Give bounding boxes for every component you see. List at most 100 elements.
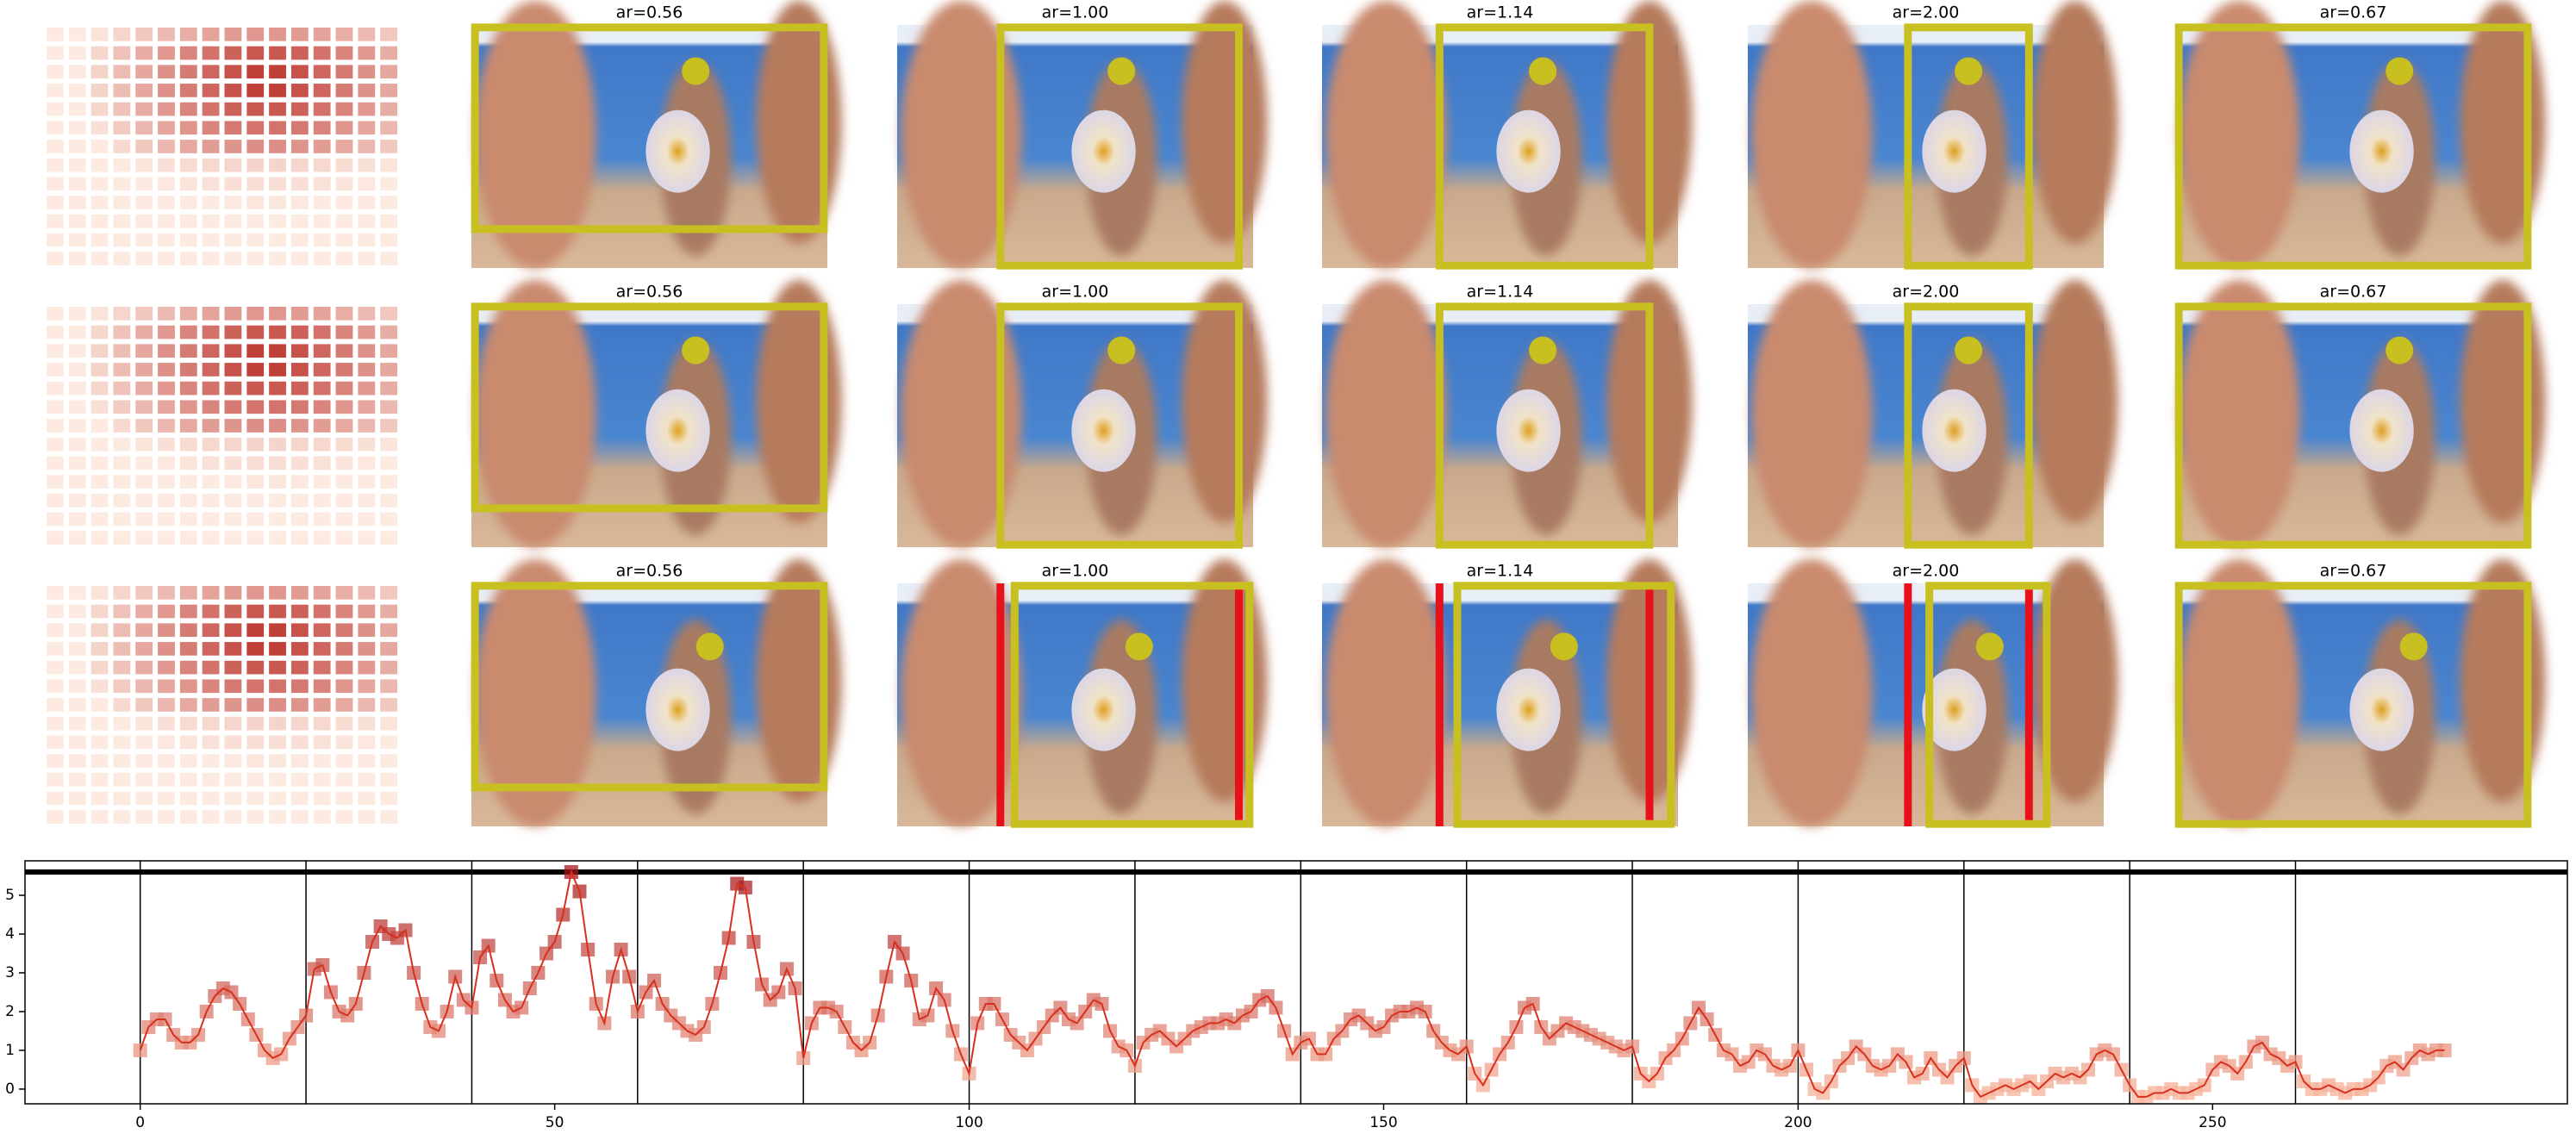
heat-cell — [158, 214, 175, 228]
photo-panel — [471, 0, 842, 268]
heat-cell — [224, 735, 242, 750]
heat-cell — [313, 196, 331, 209]
heat-cell — [335, 140, 353, 153]
panel-title: ar=1.14 — [1467, 562, 1534, 581]
heat-cell — [202, 810, 220, 824]
heat-cell — [290, 28, 309, 41]
heat-cell — [313, 531, 331, 545]
heat-cell — [380, 437, 397, 452]
heat-cell — [179, 28, 197, 41]
heat-cell — [113, 512, 131, 526]
heat-cell — [47, 456, 64, 470]
heat-cell — [158, 102, 175, 116]
heat-cell — [90, 679, 109, 694]
heat-cell — [179, 214, 197, 228]
heat-cell — [113, 196, 131, 209]
figure-left — [475, 0, 596, 268]
panel-title: ar=0.67 — [2320, 3, 2387, 22]
heat-cell — [135, 456, 153, 470]
heat-cell — [158, 400, 175, 414]
ball — [1071, 389, 1136, 472]
score-line — [139, 869, 2445, 1099]
heat-cell — [246, 660, 265, 675]
focus-point — [2386, 57, 2414, 85]
figure-right — [2032, 0, 2118, 244]
heat-cell — [68, 381, 86, 396]
heat-cell — [313, 810, 331, 824]
figure-right — [2460, 558, 2546, 802]
heat-cell — [202, 512, 220, 526]
heat-cell — [202, 307, 220, 321]
heat-cell — [202, 214, 220, 228]
heat-cell — [224, 65, 242, 79]
heat-cell — [179, 586, 197, 600]
heat-cell — [380, 493, 397, 508]
heat-cell — [90, 772, 109, 787]
heat-cell — [47, 214, 64, 228]
heat-cell — [202, 493, 220, 508]
heat-cell — [90, 307, 109, 321]
heat-cell — [47, 586, 64, 600]
heat-cell — [90, 158, 109, 172]
heat-cell — [158, 475, 175, 489]
heat-cell — [246, 252, 265, 265]
heat-cell — [358, 84, 376, 97]
heat-cell — [113, 754, 131, 768]
heat-cell — [224, 325, 242, 340]
heat-cell — [290, 381, 309, 396]
heat-cell — [269, 419, 286, 433]
heat-cell — [113, 363, 131, 377]
heat-cell — [380, 46, 397, 60]
heat-cell — [313, 735, 331, 750]
heat-cell — [380, 586, 397, 600]
heat-cell — [313, 642, 331, 656]
heat-cell — [380, 363, 397, 377]
heat-cell — [224, 196, 242, 209]
heat-cell — [269, 196, 286, 209]
heat-cell — [68, 754, 86, 768]
heat-cell — [358, 28, 376, 41]
heat-cell — [380, 158, 397, 172]
heat-cell — [135, 400, 153, 414]
heat-cell — [68, 121, 86, 135]
heat-cell — [224, 698, 242, 712]
heat-cell — [224, 419, 242, 433]
heat-cell — [246, 307, 265, 321]
heat-cell — [335, 512, 353, 526]
heat-cell — [68, 604, 86, 619]
heat-cell — [358, 196, 376, 209]
heat-cell — [246, 772, 265, 787]
heat-cell — [335, 679, 353, 694]
heat-cell — [380, 196, 397, 209]
heat-cell — [68, 810, 86, 824]
heat-cell — [358, 772, 376, 787]
heat-cell — [68, 325, 86, 340]
y-tick-label: 0 — [5, 1081, 15, 1098]
heat-cell — [335, 437, 353, 452]
heat-cell — [335, 307, 353, 321]
heat-cell — [358, 456, 376, 470]
heat-cell — [90, 512, 109, 526]
heat-cell — [269, 604, 286, 619]
heat-cell — [135, 493, 153, 508]
heat-cell — [269, 102, 286, 116]
heat-cell — [358, 531, 376, 545]
ball — [1071, 109, 1136, 193]
heat-cell — [290, 531, 309, 545]
heat-cell — [179, 363, 197, 377]
heat-cell — [380, 121, 397, 135]
heat-cell — [224, 252, 242, 265]
heat-cell — [224, 642, 242, 656]
heat-cell — [224, 344, 242, 358]
heat-cell — [135, 586, 153, 600]
heat-cell — [202, 531, 220, 545]
photo-panel — [1748, 558, 2118, 828]
photo-panel — [1322, 279, 1693, 549]
heat-cell — [224, 233, 242, 247]
heat-cell — [90, 84, 109, 97]
heat-cell — [313, 363, 331, 377]
heat-cell — [113, 623, 131, 638]
heat-cell — [158, 84, 175, 97]
heat-cell — [90, 716, 109, 731]
heat-cell — [290, 158, 309, 172]
